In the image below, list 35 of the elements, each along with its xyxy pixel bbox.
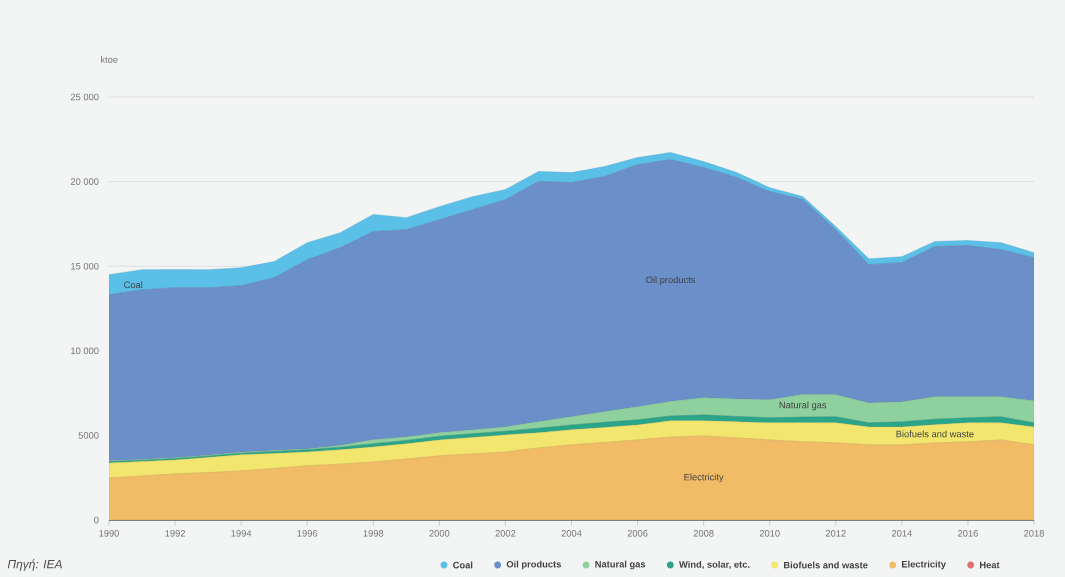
x-tick-label: 2010: [759, 530, 780, 537]
x-tick-label: 2008: [693, 530, 714, 537]
x-tick-label: 2016: [958, 530, 978, 537]
text: Oil products: [646, 276, 696, 285]
x-tick-label: 2000: [429, 530, 450, 537]
x-tick-label: 2002: [495, 530, 516, 537]
text: Biofuels and waste: [896, 430, 974, 438]
x-tick-label: 1996: [297, 530, 318, 537]
legend-label: Coal: [453, 561, 473, 569]
legend-label: Oil products: [506, 560, 561, 570]
x-tick-label: 2012: [825, 530, 846, 537]
y-tick-label: 10 000: [71, 347, 99, 355]
x-tick-label: 2014: [891, 530, 912, 537]
x-tick-label: 1994: [231, 530, 252, 537]
legend-label: Natural gas: [595, 560, 646, 570]
y-tick-label: 20 000: [70, 178, 99, 185]
text: Electricity: [684, 473, 724, 483]
text: Coal: [124, 281, 143, 289]
legend-label: Wind, solar, etc.: [679, 560, 750, 570]
y-axis-title: ktoe: [101, 56, 118, 63]
legend-label: Electricity: [901, 560, 946, 570]
legend-label: Heat: [980, 561, 1000, 569]
x-tick-label: 1998: [363, 530, 384, 537]
y-tick-label: 0: [94, 516, 99, 524]
x-tick-label: 2018: [1024, 530, 1044, 537]
text: Πηγή: IEA: [7, 559, 62, 571]
legend-label: Biofuels and waste: [784, 561, 868, 569]
x-tick-label: 2004: [561, 530, 582, 537]
text: Natural gas: [779, 401, 827, 411]
y-tick-label: 5000: [78, 432, 99, 439]
x-tick-label: 1990: [99, 530, 120, 537]
y-tick-label: 15 000: [71, 262, 99, 270]
y-tick-label: 25 000: [70, 93, 99, 101]
x-tick-label: 2006: [627, 530, 648, 537]
x-tick-label: 1992: [165, 530, 185, 537]
